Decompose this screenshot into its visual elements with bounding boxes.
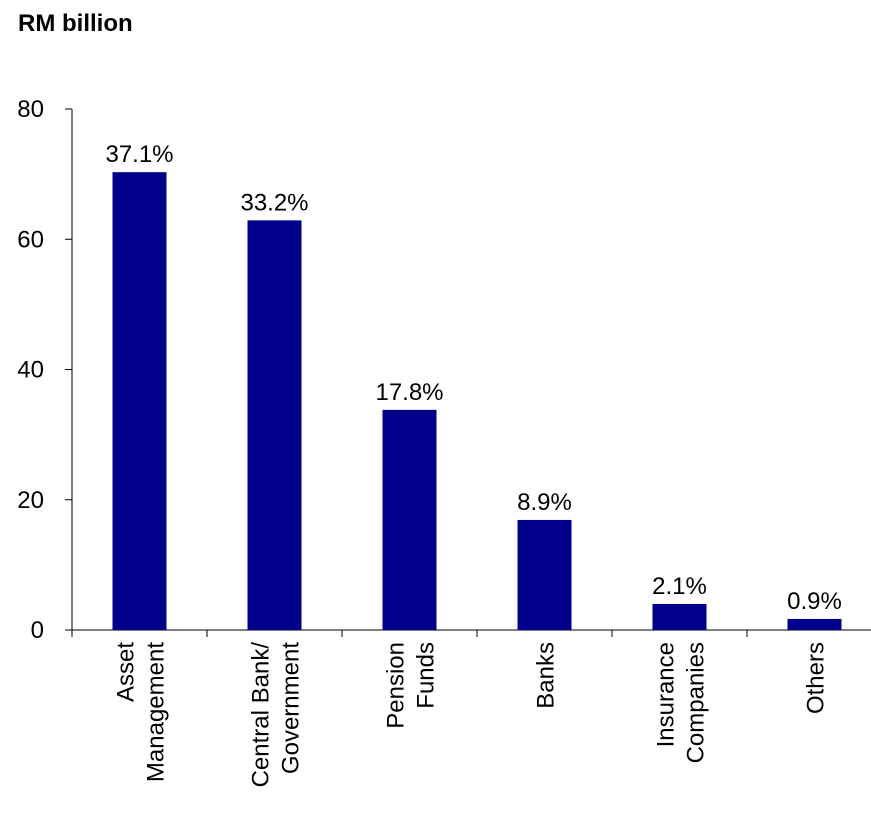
bars-group — [112, 172, 842, 630]
bar — [382, 409, 437, 630]
y-tick-label: 40 — [17, 357, 44, 384]
category-label: Others — [803, 642, 830, 714]
data-label: 2.1% — [652, 573, 707, 600]
category-label-line: Insurance — [653, 642, 680, 747]
category-label-line: Funds — [413, 642, 440, 709]
category-label: Banks — [533, 642, 560, 709]
category-label-line: Companies — [683, 642, 710, 763]
category-label-line: Management — [143, 642, 170, 782]
category-label-line: Government — [278, 642, 305, 774]
category-label: Pension Funds — [383, 642, 440, 729]
data-label: 33.2% — [240, 189, 308, 216]
category-label: Central Bank/Government — [248, 642, 305, 788]
chart-unit-title: RM billion — [18, 10, 133, 37]
x-axis — [71, 629, 871, 637]
bar — [787, 618, 842, 630]
category-label-line: Central Bank/ — [248, 642, 275, 788]
category-labels-group: Asset Management Central Bank/Government Pe… — [113, 642, 830, 788]
bar — [517, 519, 572, 630]
data-labels-group: 37.1% 33.2% 17.8% 8.9% 2.1% 0.9% — [105, 141, 841, 615]
y-tick-label: 0 — [31, 617, 44, 644]
category-label-line: Banks — [533, 642, 560, 709]
bar — [247, 220, 302, 630]
category-label-line: Others — [803, 642, 830, 714]
data-label: 17.8% — [375, 379, 443, 406]
data-label: 37.1% — [105, 141, 173, 168]
y-tick-label: 20 — [17, 487, 44, 514]
bar — [112, 172, 167, 630]
bar — [652, 603, 707, 630]
y-axis: 0 20 40 60 80 — [17, 96, 73, 644]
category-label: Asset Management — [113, 642, 170, 782]
category-label-line: Pension — [383, 642, 410, 729]
category-label: Insurance Companies — [653, 642, 710, 763]
data-label: 8.9% — [517, 489, 572, 516]
y-tick-label: 80 — [17, 96, 44, 123]
data-label: 0.9% — [787, 588, 842, 615]
y-tick-label: 60 — [17, 226, 44, 253]
category-label-line: Asset — [113, 642, 140, 702]
